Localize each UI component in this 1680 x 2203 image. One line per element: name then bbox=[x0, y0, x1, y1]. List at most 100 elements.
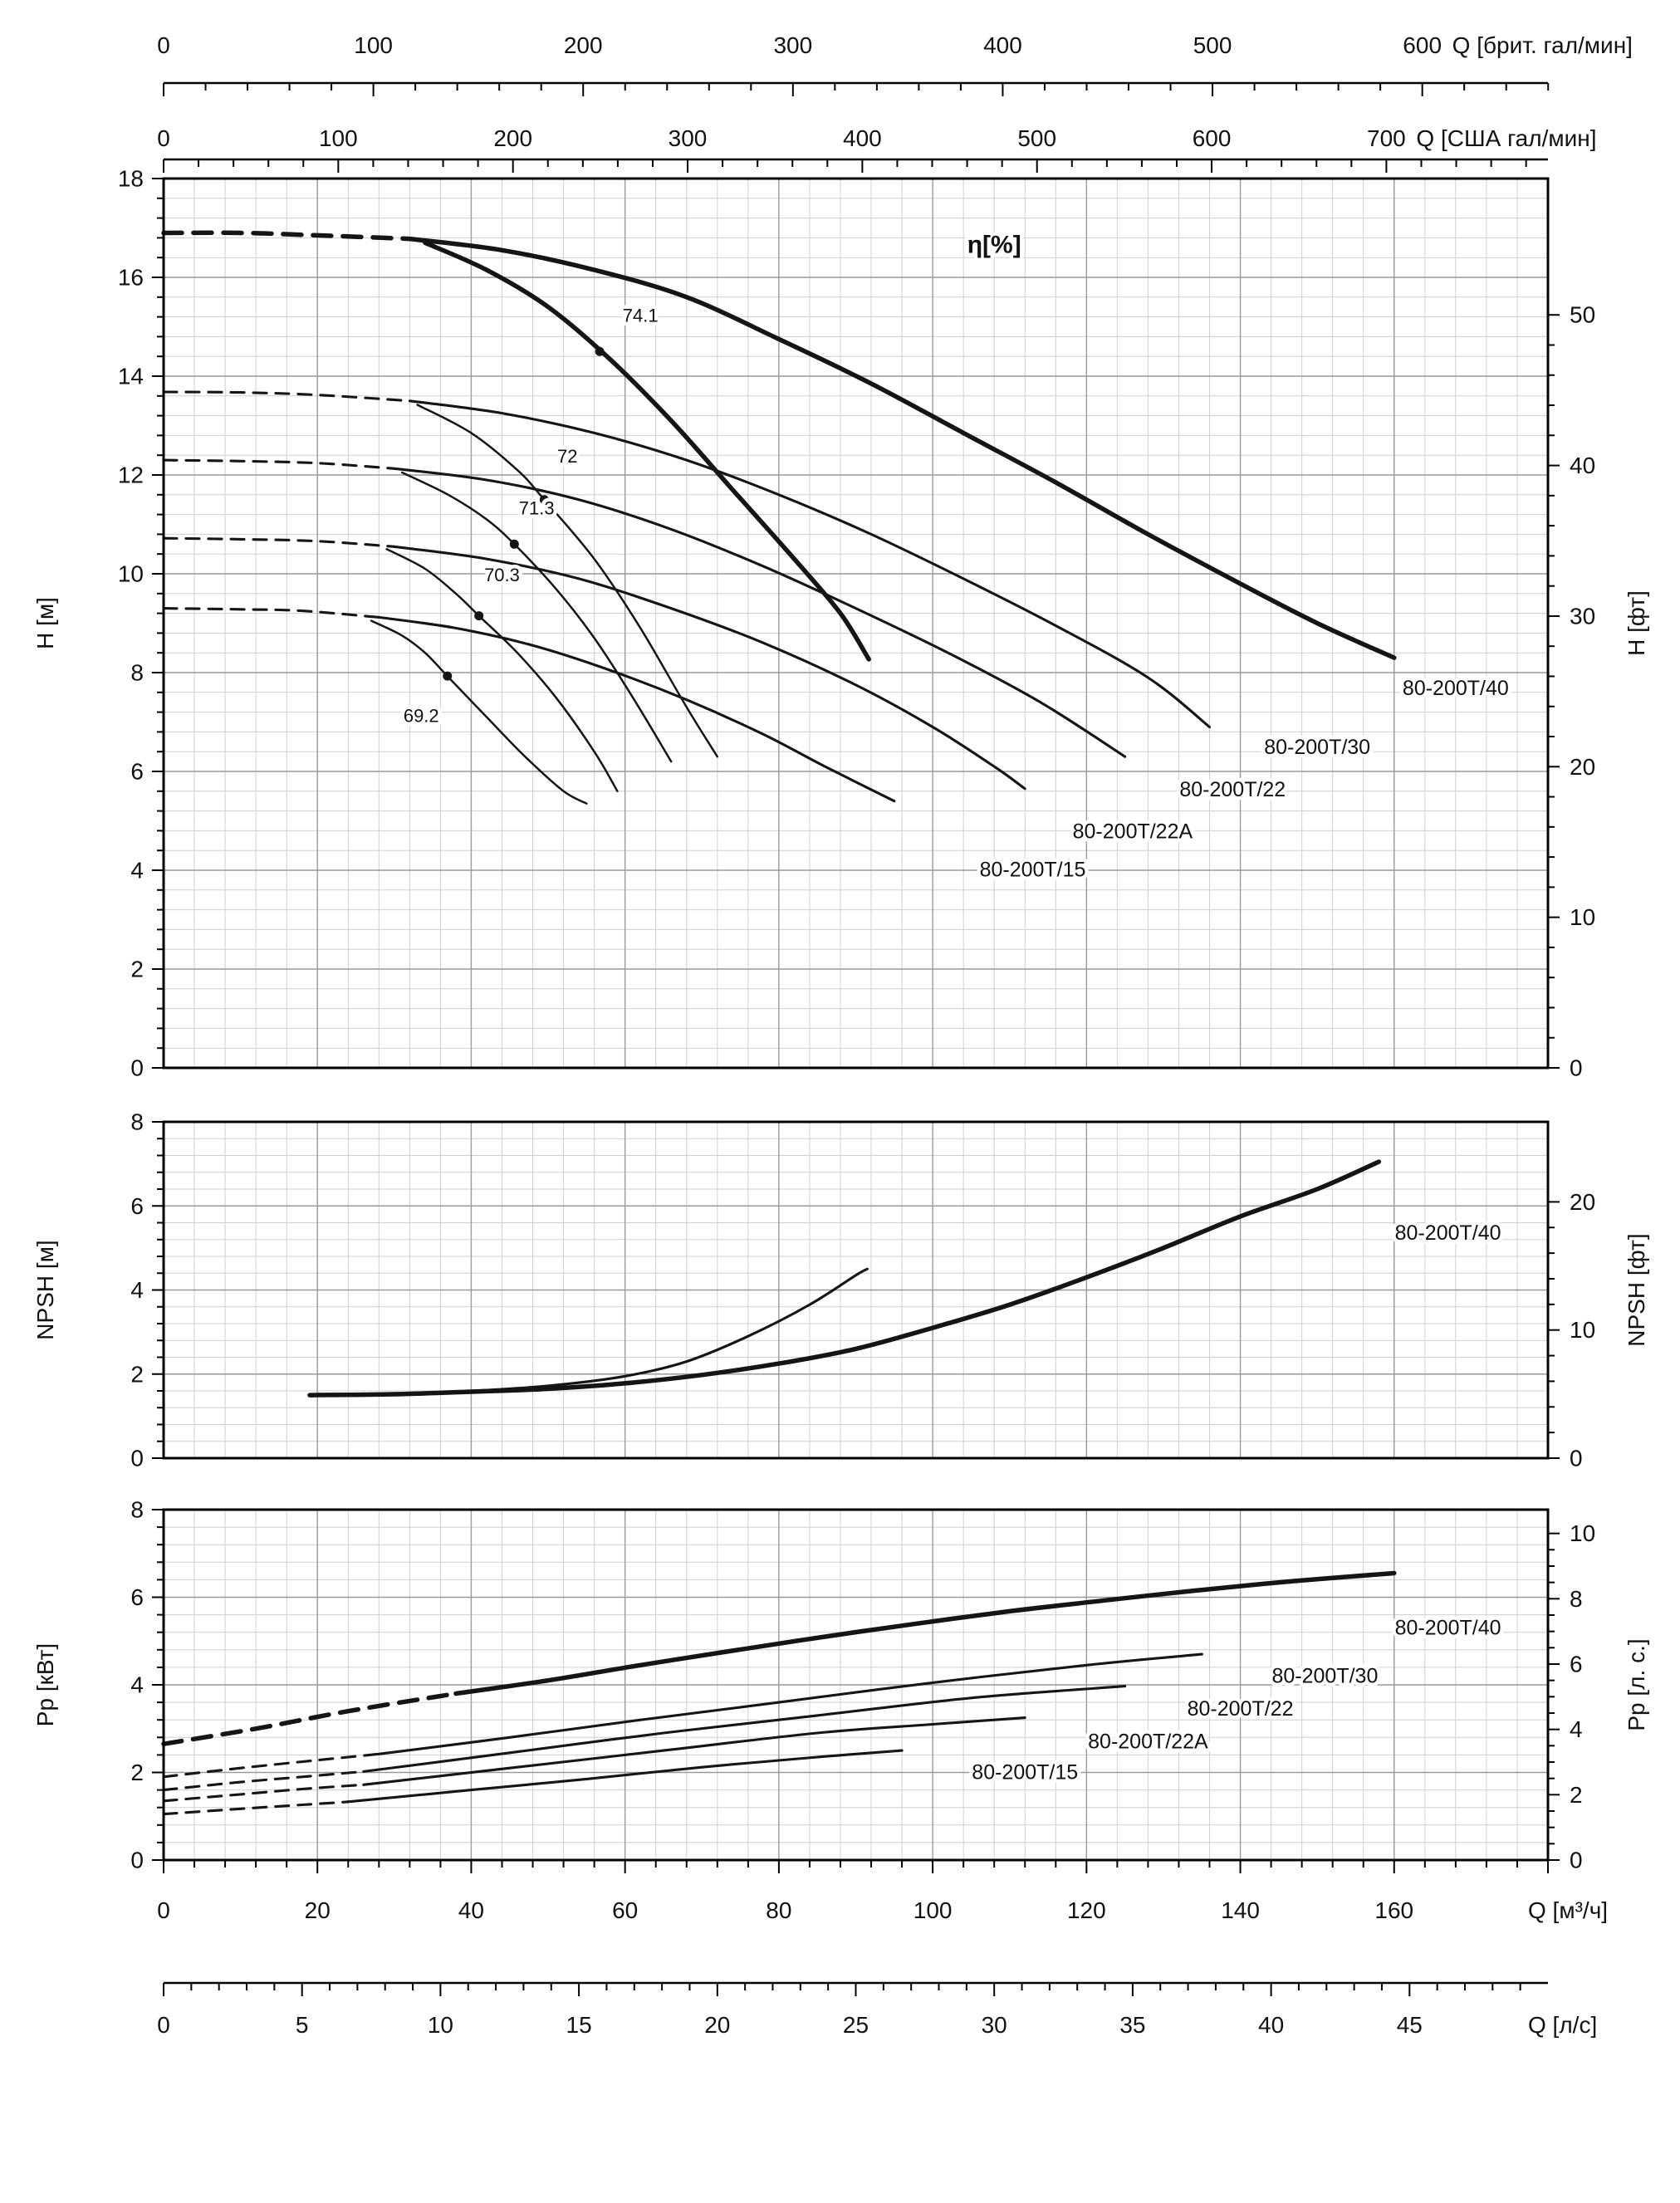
x-top-tick-label: 100 bbox=[354, 32, 393, 58]
efficiency-value-label: 74.1 bbox=[623, 306, 659, 326]
y-tick-label: 0 bbox=[130, 1446, 144, 1471]
x-top-tick-label: 0 bbox=[157, 32, 170, 58]
efficiency-curves: 74.1 72 71.3 70.3 69.2 bbox=[370, 240, 871, 805]
y-tick-label: 18 bbox=[118, 166, 144, 192]
pump-curve-dashed bbox=[162, 1783, 365, 1803]
efficiency-dot bbox=[595, 346, 605, 356]
curve-label: 80-200Т/40 bbox=[1395, 1221, 1501, 1245]
y-tick-label: 6 bbox=[130, 1584, 144, 1610]
ls-tick-label: 15 bbox=[566, 2012, 592, 2038]
efficiency-value-label: 72 bbox=[557, 446, 577, 467]
x-top-axis-label: Q [США гал/мин] bbox=[1416, 125, 1596, 151]
pump-curve bbox=[408, 399, 1212, 729]
x-top-tick-label: 200 bbox=[564, 32, 603, 58]
ylabel-right: H [фт] bbox=[1624, 590, 1649, 656]
y-tick-label: 8 bbox=[130, 1497, 144, 1523]
pump-curve bbox=[377, 615, 896, 803]
ls-axis-label: Q [л/с] bbox=[1528, 2012, 1597, 2038]
npsh-axes bbox=[152, 1121, 1560, 1459]
pump-curve-dashed bbox=[161, 230, 413, 242]
x-tick-label: 40 bbox=[458, 1897, 484, 1923]
ylabel-left: Pp [кВт] bbox=[32, 1643, 58, 1726]
y-tick-label: 2 bbox=[130, 1760, 144, 1785]
y-right-tick-label: 0 bbox=[1570, 1848, 1583, 1873]
curve-label: 80-200Т/15 bbox=[972, 1760, 1078, 1784]
efficiency-value-label: 69.2 bbox=[404, 706, 439, 727]
ls-tick-label: 25 bbox=[843, 2012, 869, 2038]
x-top-tick-label: 0 bbox=[157, 125, 170, 151]
y-tick-label: 12 bbox=[118, 463, 144, 488]
power-grid-major bbox=[164, 1510, 1548, 1860]
curve-label: 80-200Т/30 bbox=[1264, 736, 1370, 759]
efficiency-curve bbox=[385, 548, 619, 793]
head-grid-major bbox=[164, 179, 1548, 1068]
curve-label: 80-200Т/40 bbox=[1395, 1616, 1501, 1639]
x-axis-label: Q [м³/ч] bbox=[1528, 1897, 1608, 1923]
y-right-tick-label: 2 bbox=[1570, 1782, 1583, 1808]
x-top-tick-label: 400 bbox=[983, 32, 1022, 58]
x-top-tick-label: 500 bbox=[1193, 32, 1232, 58]
eta-title: η[%] bbox=[967, 231, 1021, 258]
curve-label: 80-200Т/22 bbox=[1179, 778, 1286, 801]
x-tick-label: 140 bbox=[1221, 1897, 1260, 1923]
panel-head: 80-200Т/40 80-200Т/30 80-200Т/22 80-200Т/22… bbox=[32, 166, 1649, 1081]
ls-tick-label: 0 bbox=[157, 2012, 170, 2038]
pump-curve-dashed bbox=[162, 536, 396, 548]
efficiency-dot bbox=[509, 539, 519, 549]
panel-power: 80-200Т/40 80-200Т/30 80-200Т/22 80-200Т/22… bbox=[32, 1497, 1649, 1873]
y-tick-label: 2 bbox=[130, 1361, 144, 1387]
ls-tick-label: 35 bbox=[1119, 2012, 1145, 2038]
curve-label: 80-200Т/22А bbox=[1073, 820, 1193, 843]
y-tick-label: 4 bbox=[130, 1672, 144, 1698]
curve-label: 80-200Т/22 bbox=[1188, 1697, 1294, 1721]
efficiency-curve bbox=[400, 471, 673, 763]
x-top-tick-label: 100 bbox=[319, 125, 358, 151]
curve-label: 80-200Т/22А bbox=[1088, 1730, 1208, 1753]
ls-tick-label: 45 bbox=[1397, 2012, 1423, 2038]
head-frame bbox=[162, 177, 1550, 1070]
pump-curve bbox=[453, 1570, 1397, 1696]
pump-curve-dashed bbox=[162, 458, 396, 470]
efficiency-curve bbox=[416, 404, 719, 758]
pump-curve bbox=[307, 1159, 1382, 1398]
power-grid-minor bbox=[164, 1510, 1548, 1860]
ls-tick-label: 10 bbox=[428, 2012, 453, 2038]
ls-tick-label: 20 bbox=[704, 2012, 730, 2038]
pump-curve-dashed bbox=[162, 1770, 365, 1792]
y-tick-label: 14 bbox=[118, 364, 144, 389]
ls-tick-label: 5 bbox=[296, 2012, 309, 2038]
x-top-tick-label: 500 bbox=[1017, 125, 1056, 151]
y-right-tick-label: 10 bbox=[1570, 904, 1595, 930]
pump-curve bbox=[362, 1685, 1127, 1773]
y-right-tick-label: 40 bbox=[1570, 453, 1595, 478]
x-tick-label: 80 bbox=[766, 1897, 791, 1923]
y-tick-label: 2 bbox=[130, 957, 144, 982]
pump-curve-dashed bbox=[162, 1800, 350, 1816]
pump-curve bbox=[377, 1652, 1203, 1755]
pump-curve bbox=[393, 467, 1127, 758]
y-right-tick-label: 4 bbox=[1570, 1716, 1583, 1742]
power-axes bbox=[152, 1509, 1560, 1861]
y-right-tick-label: 20 bbox=[1570, 754, 1595, 780]
y-right-tick-label: 6 bbox=[1570, 1651, 1583, 1677]
y-tick-label: 0 bbox=[130, 1055, 144, 1081]
y-right-tick-label: 10 bbox=[1570, 1317, 1595, 1343]
x-top-tick-label: 600 bbox=[1403, 32, 1442, 58]
x-top-axis-label: Q [брит. гал/мин] bbox=[1452, 32, 1633, 58]
efficiency-dot bbox=[443, 671, 453, 681]
pump-curve bbox=[308, 1267, 869, 1397]
pump-curve bbox=[407, 236, 1397, 660]
x-tick-label: 160 bbox=[1374, 1897, 1413, 1923]
panel-npsh: 80-200Т/40 0 2 4 6 8 0 10 20 NPSH [м] NPSH [фт] bbox=[32, 1109, 1649, 1471]
y-tick-label: 0 bbox=[130, 1848, 144, 1873]
y-right-tick-label: 10 bbox=[1570, 1520, 1595, 1546]
ls-tick-label: 40 bbox=[1258, 2012, 1284, 2038]
pump-curve-dashed bbox=[161, 1691, 458, 1746]
curve-label: 80-200Т/30 bbox=[1271, 1664, 1378, 1687]
ylabel-right: Pp [л. с.] bbox=[1624, 1638, 1649, 1731]
pump-curve bbox=[393, 545, 1026, 791]
y-right-tick-label: 30 bbox=[1570, 603, 1595, 629]
x-top-tick-label: 600 bbox=[1193, 125, 1232, 151]
ylabel-right: NPSH [фт] bbox=[1624, 1233, 1649, 1346]
y-right-tick-label: 8 bbox=[1570, 1586, 1583, 1612]
